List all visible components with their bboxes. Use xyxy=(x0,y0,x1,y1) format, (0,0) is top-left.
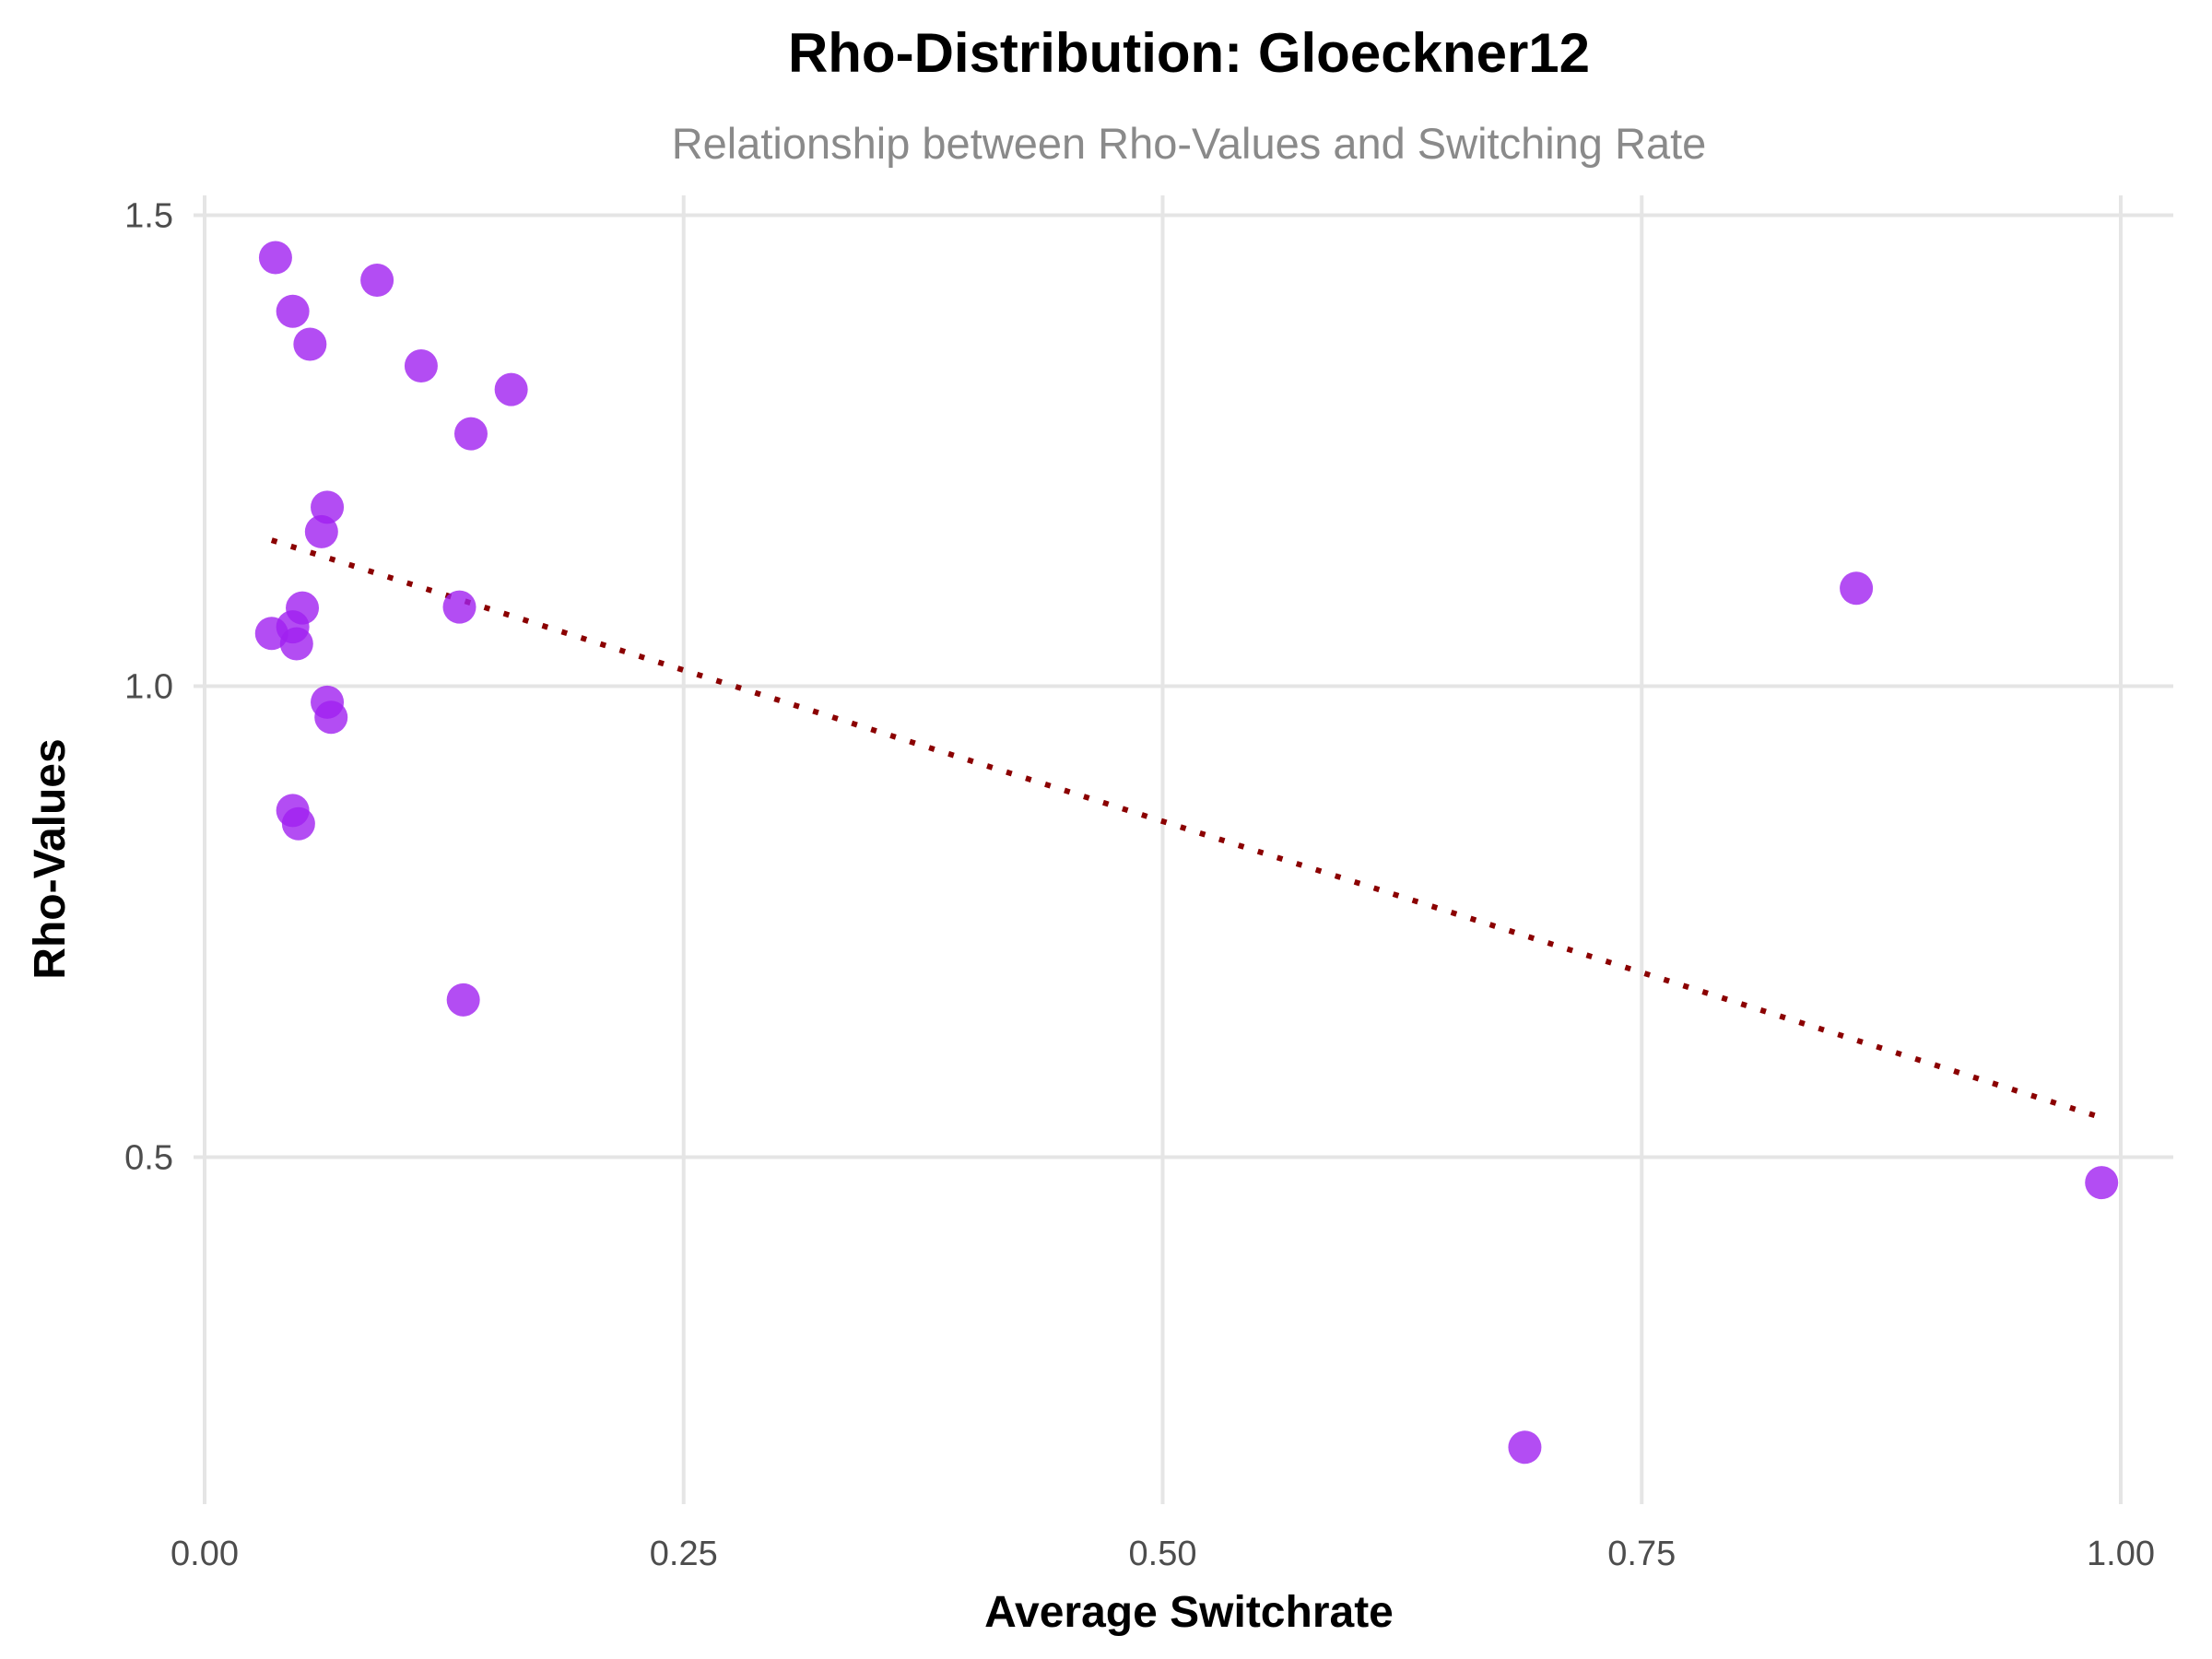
data-point xyxy=(446,982,480,1017)
data-point xyxy=(304,514,338,548)
data-point xyxy=(1840,571,1874,606)
chart-subtitle: Relationship between Rho-Values and Swit… xyxy=(672,119,1707,168)
x-axis-title: Average Switchrate xyxy=(984,1588,1394,1637)
trend-line xyxy=(270,537,2103,1121)
grid-layer xyxy=(194,195,2173,1504)
y-tick-label: 1.5 xyxy=(124,197,173,236)
chart-title: Rho-Distribution: Gloeckner12 xyxy=(788,22,1590,84)
data-point xyxy=(404,349,438,383)
data-point xyxy=(258,241,292,275)
data-point xyxy=(442,590,477,624)
trend-layer xyxy=(270,537,2103,1121)
data-point xyxy=(293,327,327,361)
data-point xyxy=(314,700,348,735)
points-layer xyxy=(254,241,2119,1465)
y-axis-title: Rho-Values xyxy=(26,738,75,979)
data-point xyxy=(1508,1430,1542,1465)
y-tick-label: 0.5 xyxy=(124,1139,173,1178)
data-point xyxy=(276,294,310,328)
x-tick-label: 1.00 xyxy=(2087,1535,2155,1573)
x-tick-label: 0.00 xyxy=(171,1535,239,1573)
data-point xyxy=(494,372,528,406)
data-point xyxy=(2085,1166,2119,1200)
data-point xyxy=(279,627,313,661)
x-tick-label: 0.25 xyxy=(650,1535,718,1573)
tick-layer: 0.00 0.25 0.50 0.75 1.00 0.5 1.0 1.5 xyxy=(124,197,2155,1574)
y-tick-label: 1.0 xyxy=(124,668,173,707)
data-point xyxy=(453,417,488,451)
data-point xyxy=(360,264,394,298)
x-tick-label: 0.50 xyxy=(1129,1535,1197,1573)
x-tick-label: 0.75 xyxy=(1607,1535,1676,1573)
data-point xyxy=(281,806,315,841)
